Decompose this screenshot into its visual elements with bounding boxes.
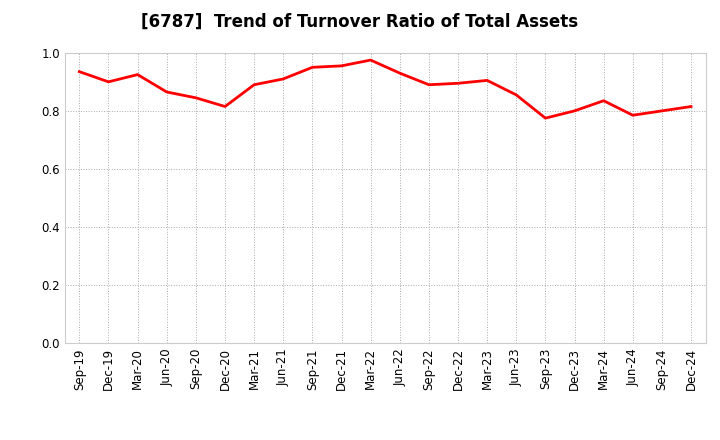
Text: [6787]  Trend of Turnover Ratio of Total Assets: [6787] Trend of Turnover Ratio of Total … — [141, 13, 579, 31]
